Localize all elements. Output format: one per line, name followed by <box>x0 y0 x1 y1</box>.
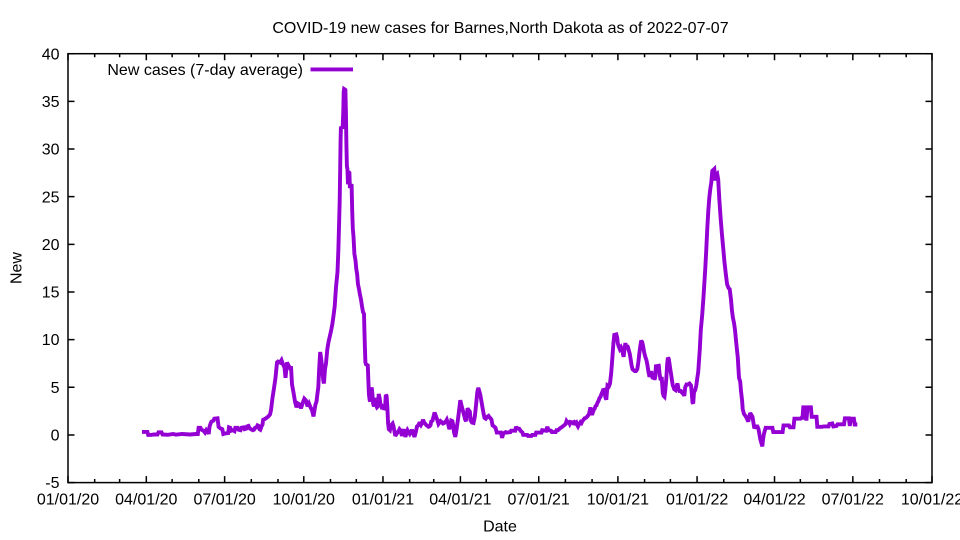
svg-text:01/01/20: 01/01/20 <box>37 491 99 508</box>
svg-text:04/01/20: 04/01/20 <box>115 491 177 508</box>
svg-text:10: 10 <box>42 332 60 349</box>
svg-text:07/01/20: 07/01/20 <box>193 491 255 508</box>
svg-text:01/01/22: 01/01/22 <box>666 491 728 508</box>
svg-text:07/01/21: 07/01/21 <box>508 491 570 508</box>
svg-text:Date: Date <box>483 519 517 536</box>
svg-text:04/01/21: 04/01/21 <box>429 491 491 508</box>
svg-text:10/01/20: 10/01/20 <box>273 491 335 508</box>
svg-text:New cases (7-day average): New cases (7-day average) <box>107 62 303 79</box>
svg-text:20: 20 <box>42 237 60 254</box>
svg-text:New: New <box>9 252 26 284</box>
svg-text:0: 0 <box>51 428 60 445</box>
svg-text:10/01/21: 10/01/21 <box>587 491 649 508</box>
svg-text:07/01/22: 07/01/22 <box>822 491 884 508</box>
svg-text:-5: -5 <box>45 475 59 492</box>
svg-text:30: 30 <box>42 142 60 159</box>
svg-text:01/01/21: 01/01/21 <box>352 491 414 508</box>
svg-text:04/01/22: 04/01/22 <box>743 491 805 508</box>
svg-text:COVID-19 new cases for Barnes,: COVID-19 new cases for Barnes,North Dako… <box>272 20 728 37</box>
svg-text:5: 5 <box>51 380 60 397</box>
svg-text:40: 40 <box>42 46 60 63</box>
svg-text:35: 35 <box>42 94 60 111</box>
svg-text:10/01/22: 10/01/22 <box>901 491 960 508</box>
svg-text:15: 15 <box>42 285 60 302</box>
svg-text:25: 25 <box>42 189 60 206</box>
